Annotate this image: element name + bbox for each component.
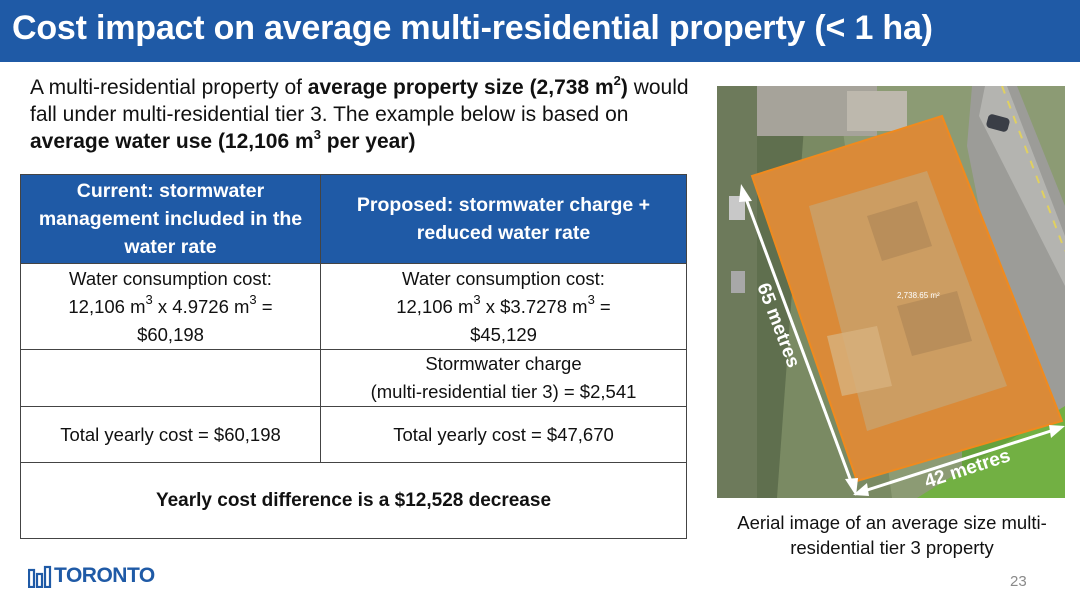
intro-size-bold: average property size (2,738 m2) [307, 73, 628, 99]
area-label: 2,738.65 m² [897, 291, 940, 300]
current-consumption-cell: Water consumption cost: 12,106 m3 x 4.97… [20, 263, 321, 350]
yearly-difference-cell: Yearly cost difference is a $12,528 decr… [20, 462, 687, 539]
toronto-logo: TORONTO [28, 562, 155, 590]
title-bar: Cost impact on average multi-residential… [0, 0, 1080, 62]
aerial-image: 2,738.65 m² 65 metres 42 metres [717, 86, 1065, 498]
proposed-consumption-cell: Water consumption cost: 12,106 m3 x $3.7… [320, 263, 687, 350]
intro-text-2: would fall under multi-residential tier … [30, 76, 689, 126]
city-hall-icon [28, 565, 52, 588]
toronto-wordmark: TORONTO [54, 564, 155, 587]
total-proposed-cell: Total yearly cost = $47,670 [320, 406, 687, 463]
cost-comparison-table: Current: stormwater management included … [20, 174, 687, 539]
header-proposed: Proposed: stormwater charge + reduced wa… [320, 174, 687, 264]
page-number: 23 [1010, 573, 1027, 590]
intro-text-1: A multi-residential property of [30, 76, 308, 99]
total-current-cell: Total yearly cost = $60,198 [20, 406, 321, 463]
intro-water-bold: average water use (12,106 m3 per year) [30, 127, 416, 153]
stormwater-charge-cell: Stormwater charge (multi-residential tie… [320, 349, 687, 407]
intro-paragraph: A multi-residential property of average … [30, 74, 690, 155]
image-caption: Aerial image of an average size multi-re… [737, 512, 1047, 558]
current-stormwater-empty-cell [20, 349, 321, 407]
slide-title: Cost impact on average multi-residential… [12, 9, 933, 47]
header-current: Current: stormwater management included … [20, 174, 321, 264]
